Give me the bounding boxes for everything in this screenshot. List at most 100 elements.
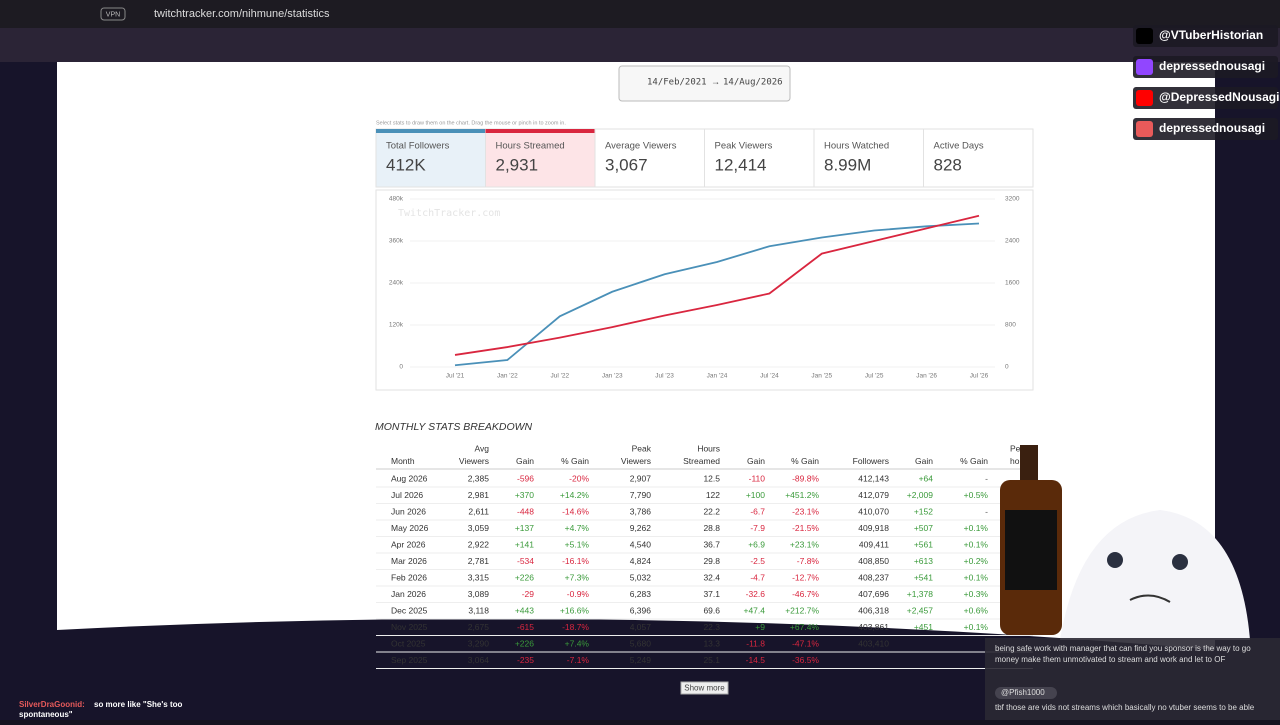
table-cell: 7,790 bbox=[630, 490, 652, 500]
chat-user-pill bbox=[995, 687, 1057, 699]
table-cell: -2.5 bbox=[750, 556, 765, 566]
table-cell: 2,907 bbox=[630, 473, 652, 483]
social-badge bbox=[1133, 25, 1278, 47]
series-line bbox=[454, 222, 980, 367]
stat-value: 412K bbox=[386, 155, 426, 174]
table-cell: +212.7% bbox=[785, 605, 819, 615]
table-cell: 3,059 bbox=[468, 523, 490, 533]
table-cell: +1,378 bbox=[907, 589, 934, 599]
social-badge bbox=[1133, 56, 1278, 78]
table-cell: +100 bbox=[746, 490, 765, 500]
table-cell: +451.2% bbox=[785, 490, 819, 500]
table-cell: Aug 2026 bbox=[391, 473, 428, 483]
stat-label: Average Viewers bbox=[605, 141, 677, 152]
column-header[interactable]: Viewers bbox=[459, 456, 489, 466]
table-cell: +0.2% bbox=[964, 556, 989, 566]
vpn-badge[interactable] bbox=[100, 7, 126, 21]
table-cell: -7.9 bbox=[750, 523, 765, 533]
table-cell: +561 bbox=[914, 539, 933, 549]
table-cell: 412,143 bbox=[858, 473, 889, 483]
social-handle: depressednousagi bbox=[1159, 59, 1265, 73]
social-handle: @DepressedNousagi bbox=[1159, 90, 1279, 104]
chat-user: @Pfish1000 bbox=[1001, 688, 1045, 697]
table-cell: Jun 2026 bbox=[391, 506, 426, 516]
table-cell: 2,922 bbox=[468, 539, 490, 549]
column-header[interactable]: % Gain bbox=[791, 456, 819, 466]
table-cell: +0.3% bbox=[964, 589, 989, 599]
stat-label: Total Followers bbox=[386, 141, 450, 152]
social-handle: depressednousagi bbox=[1159, 121, 1265, 135]
stat-value: 828 bbox=[934, 155, 962, 174]
url[interactable]: twitchtracker.com/nihmune/statistics bbox=[154, 8, 330, 20]
table-cell: +226 bbox=[515, 572, 534, 582]
table-cell: 5,249 bbox=[630, 655, 652, 665]
table-cell: Sep 2025 bbox=[391, 655, 428, 665]
column-header[interactable]: Followers bbox=[853, 456, 889, 466]
header-strip bbox=[0, 28, 1280, 62]
table-cell: +541 bbox=[914, 572, 933, 582]
column-header[interactable]: Gain bbox=[747, 456, 765, 466]
stat-card[interactable] bbox=[704, 128, 815, 188]
table-cell: 2,611 bbox=[468, 506, 489, 516]
arrow: → bbox=[711, 76, 720, 86]
column-header[interactable]: % Gain bbox=[960, 456, 988, 466]
table-cell: +152 bbox=[914, 506, 933, 516]
table-cell: -89.8% bbox=[792, 473, 819, 483]
table-cell: -7.1% bbox=[567, 655, 590, 665]
column-header[interactable]: Month bbox=[391, 456, 415, 466]
column-header[interactable]: hou bbox=[1010, 456, 1024, 466]
column-header: Pe bbox=[1010, 443, 1021, 453]
stat-card[interactable] bbox=[923, 128, 1034, 188]
table-cell: 2,385 bbox=[468, 473, 490, 483]
table-cell: 122 bbox=[706, 490, 720, 500]
x-tick-label: Jul '24 bbox=[760, 373, 779, 380]
stat-card[interactable] bbox=[375, 128, 486, 188]
table-cell: -615 bbox=[517, 622, 534, 632]
table-cell: +0.1% bbox=[964, 622, 989, 632]
table-cell: +451 bbox=[914, 622, 933, 632]
table-cell: -20% bbox=[569, 473, 589, 483]
social-icon bbox=[1136, 28, 1153, 44]
table-cell: 4,057 bbox=[630, 622, 652, 632]
table-cell: 28.8 bbox=[703, 523, 720, 533]
table-cell: 5,032 bbox=[630, 572, 652, 582]
show-more-button[interactable] bbox=[680, 681, 729, 695]
table-cell: 12.5 bbox=[703, 473, 720, 483]
table-cell: -0.9% bbox=[567, 589, 590, 599]
stat-label: Hours Watched bbox=[824, 141, 889, 152]
stat-card[interactable] bbox=[594, 128, 705, 188]
column-header[interactable]: Gain bbox=[915, 456, 933, 466]
table-cell: -7.8% bbox=[797, 556, 820, 566]
table-cell: -18.7% bbox=[562, 622, 589, 632]
table-cell: +613 bbox=[914, 556, 933, 566]
table-cell: +137 bbox=[515, 523, 534, 533]
table-cell: +507 bbox=[914, 523, 933, 533]
y-tick-label: 0 bbox=[399, 364, 403, 371]
table-cell: +2,009 bbox=[907, 490, 934, 500]
y2-tick-label: 1600 bbox=[1005, 280, 1020, 287]
table-cell: +9 bbox=[755, 622, 765, 632]
column-header: Hours bbox=[697, 443, 720, 453]
x-tick-label: Jul '21 bbox=[446, 373, 465, 380]
table-cell: 408,850 bbox=[858, 556, 889, 566]
table-cell: 3,118 bbox=[468, 605, 489, 615]
x-tick-label: Jul '26 bbox=[970, 373, 989, 380]
date-picker[interactable] bbox=[618, 65, 791, 102]
table-cell: 4,540 bbox=[630, 539, 652, 549]
column-header[interactable]: % Gain bbox=[561, 456, 589, 466]
column-header[interactable]: Streamed bbox=[683, 456, 720, 466]
stat-label: Active Days bbox=[934, 141, 984, 152]
table-cell: +47.4 bbox=[743, 605, 765, 615]
table-cell: -21.5% bbox=[792, 523, 819, 533]
table-cell: 2,781 bbox=[468, 556, 490, 566]
column-header[interactable]: Gain bbox=[516, 456, 534, 466]
table-cell: 2,675 bbox=[468, 622, 490, 632]
column-header[interactable]: Viewers bbox=[621, 456, 651, 466]
table-cell: -29 bbox=[522, 589, 535, 599]
y-tick-label: 480k bbox=[389, 196, 404, 203]
table-cell: Jan 2026 bbox=[391, 589, 426, 599]
stat-card[interactable] bbox=[813, 128, 924, 188]
table-cell: 32.4 bbox=[703, 572, 720, 582]
table-cell: 25.1 bbox=[703, 655, 720, 665]
table-cell: 406,318 bbox=[858, 605, 889, 615]
